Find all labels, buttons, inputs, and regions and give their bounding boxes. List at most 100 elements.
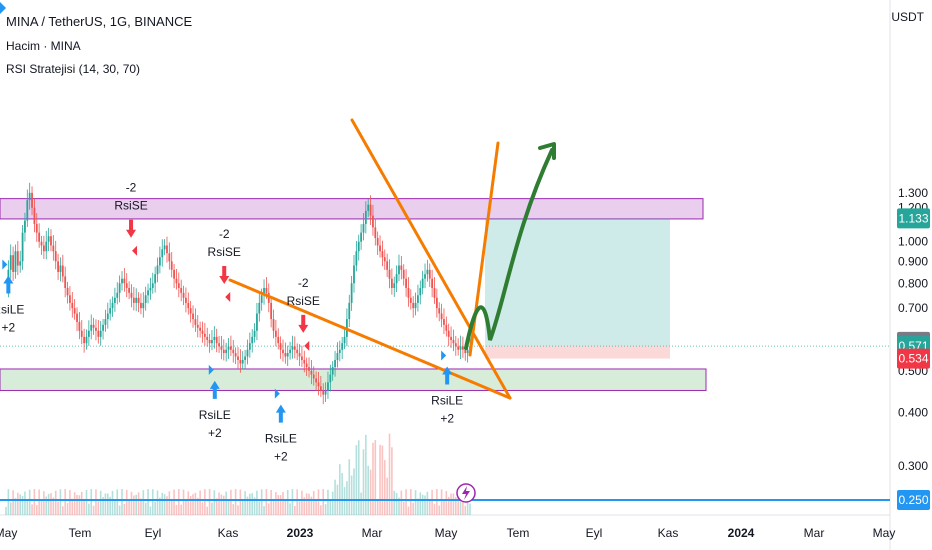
candle-body xyxy=(379,245,381,252)
volume-bar xyxy=(159,497,161,515)
candle-body xyxy=(305,363,308,368)
volume-bar xyxy=(301,490,303,515)
candle-body xyxy=(334,359,336,368)
candle-body xyxy=(35,223,38,233)
projection-arrow xyxy=(464,148,554,350)
candle-body xyxy=(14,251,17,272)
candle-body xyxy=(118,283,121,293)
candle-body xyxy=(102,324,104,331)
candle-body xyxy=(16,251,19,266)
volume-bar xyxy=(357,440,360,515)
candle-body xyxy=(419,287,422,296)
candle-body xyxy=(12,255,15,272)
volume-bar xyxy=(104,493,107,515)
buy-arrow-icon xyxy=(3,275,14,294)
candle-body xyxy=(296,349,299,354)
volume-bar xyxy=(204,489,206,515)
candle-body xyxy=(99,330,102,337)
volume-bar xyxy=(187,491,190,515)
candle-body xyxy=(251,336,254,344)
sell-arrow-icon xyxy=(126,219,137,238)
volume-bar xyxy=(341,472,343,515)
volume-bar xyxy=(317,489,320,515)
candle-body xyxy=(246,349,249,357)
candle-body xyxy=(21,232,24,262)
candle-body xyxy=(9,255,12,270)
support-zone xyxy=(0,368,707,391)
y-tick-label: 0.300 xyxy=(898,459,928,473)
candle-body xyxy=(395,274,398,284)
volume-bar xyxy=(327,489,329,515)
candle-body xyxy=(244,356,247,360)
volume-bar xyxy=(419,492,422,515)
volume-bars xyxy=(5,433,471,515)
candle-body xyxy=(312,374,315,379)
candle-body xyxy=(121,278,123,284)
x-tick-label: May xyxy=(0,526,17,540)
candle-body xyxy=(291,346,294,350)
volume-bar xyxy=(322,489,325,515)
y-tick-label: 1.000 xyxy=(898,235,928,249)
exit-flag-icon xyxy=(304,340,310,351)
volume-bar xyxy=(232,504,235,515)
price-tag-label: 0.250 xyxy=(898,493,928,507)
candle-body xyxy=(38,232,41,242)
volume-bar xyxy=(445,490,448,515)
volume-bar xyxy=(263,506,265,515)
volume-bar xyxy=(170,500,173,515)
candle-body xyxy=(331,367,334,375)
x-tick-label: Mar xyxy=(362,526,383,540)
volume-bar xyxy=(457,490,459,515)
volume-bar xyxy=(99,490,102,515)
volume-bar xyxy=(367,465,370,515)
volume-bar xyxy=(320,505,322,515)
volume-bar xyxy=(239,489,242,515)
volume-bar xyxy=(237,505,239,515)
volume-bar xyxy=(450,493,452,515)
volume-bar xyxy=(246,496,249,515)
volume-bar xyxy=(106,493,109,515)
entry-flag-icon xyxy=(208,364,214,375)
candle-body xyxy=(149,287,152,291)
y-tick-label: 1.300 xyxy=(898,186,928,200)
volume-bar xyxy=(194,492,197,515)
volume-bar xyxy=(230,489,232,515)
candle-body xyxy=(390,278,393,288)
candle-body xyxy=(407,287,410,298)
x-tick-label: Eyl xyxy=(145,526,162,540)
x-tick-label: Eyl xyxy=(586,526,603,540)
candle-body xyxy=(185,297,187,303)
volume-bar xyxy=(62,506,64,515)
volume-bar xyxy=(130,491,133,515)
volume-bar xyxy=(414,490,417,515)
candle-body xyxy=(388,269,391,279)
volume-bar xyxy=(208,489,211,515)
candle-body xyxy=(137,297,140,303)
candle-body xyxy=(338,349,341,354)
volume-bar xyxy=(28,489,31,515)
candle-body xyxy=(372,215,374,228)
x-tick-label: Kas xyxy=(218,526,239,540)
candle-body xyxy=(341,343,344,350)
candle-body xyxy=(113,297,116,303)
volume-bar xyxy=(298,501,301,515)
candle-body xyxy=(364,210,367,224)
signal-label: RsiLE xyxy=(265,432,297,446)
volume-bar xyxy=(125,489,128,515)
candle-body xyxy=(322,390,325,395)
symbol-title: MINA / TetherUS, 1G, BINANCE xyxy=(6,14,193,29)
candle-body xyxy=(237,356,239,360)
entry-flag-icon xyxy=(2,259,8,270)
entry-flag-icon xyxy=(441,350,447,361)
volume-bar xyxy=(90,489,93,515)
candle-body xyxy=(116,292,119,298)
candle-body xyxy=(142,302,145,309)
volume-bar xyxy=(102,497,104,515)
long-signal: RsiLE +2 xyxy=(0,259,24,335)
volume-bar xyxy=(178,489,180,515)
sell-arrow-icon xyxy=(219,265,230,284)
volume-bar xyxy=(24,491,26,515)
candle-body xyxy=(414,302,417,309)
volume-bar xyxy=(452,493,455,515)
